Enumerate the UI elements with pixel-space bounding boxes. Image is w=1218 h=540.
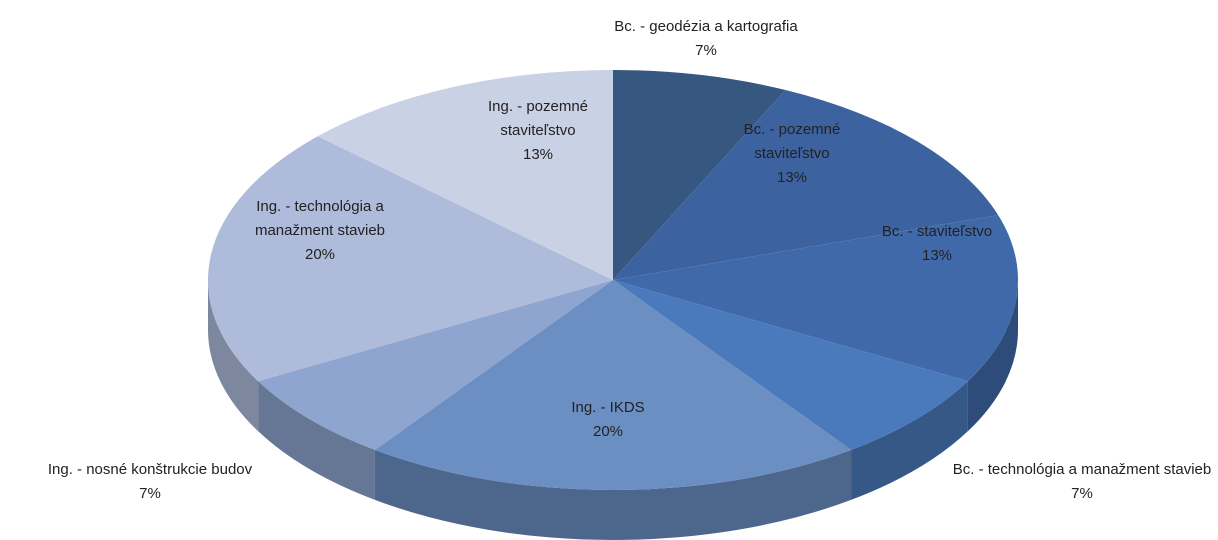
slice-percent: 7% [139,485,161,502]
slice [613,280,968,450]
slice-label: Ing. - IKDS 20% [508,396,708,444]
slice-name: Ing. - nosné konštrukcie budov [47,461,253,478]
slice-name: Bc. - staviteľstvo [881,223,993,240]
slice [208,136,613,382]
slice-label: Bc. - staviteľstvo 13% [837,220,1037,268]
slice-label: Bc. - pozemné staviteľstvo 13% [727,118,857,190]
slice [317,70,613,280]
slice-label: Ing. - nosné konštrukcie budov 7% [0,458,310,506]
slice-percent: 7% [1071,485,1093,502]
slice [613,89,999,280]
slice-label: Ing. - pozemné staviteľstvo 13% [473,95,603,167]
slice-percent: 13% [921,247,953,264]
slice [374,280,852,491]
slice-percent: 7% [695,42,717,59]
slice-percent: 13% [776,169,808,186]
slice-side [258,381,375,500]
slice-percent: 20% [304,246,336,263]
slice-name: Bc. - geodézia a kartografia [614,18,798,35]
slice [258,280,613,450]
slice-percent: 20% [592,423,624,440]
slice-side [967,280,1018,432]
slice-percent: 13% [522,146,554,163]
slice-name: Ing. - technológia a manažment stavieb [254,198,386,239]
slice-name: Bc. - technológia a manažment stavieb [952,461,1212,478]
slice-label: Ing. - technológia a manažment stavieb 20… [235,195,405,267]
slice-name: Ing. - pozemné staviteľstvo [487,98,589,139]
slice-side [374,449,852,540]
slice [613,215,1019,382]
slice-side [208,280,259,432]
slice-name: Bc. - pozemné staviteľstvo [743,121,841,162]
slice-label: Bc. - technológia a manažment stavieb 7% [942,458,1218,506]
slice [613,70,786,280]
slice-name: Ing. - IKDS [571,399,645,416]
slice-side [851,381,968,500]
slice-label: Bc. - geodézia a kartografia 7% [556,15,856,63]
